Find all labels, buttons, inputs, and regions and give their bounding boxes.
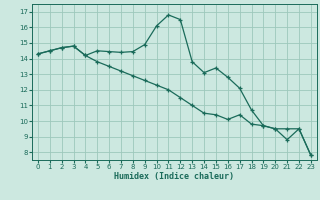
X-axis label: Humidex (Indice chaleur): Humidex (Indice chaleur) [115, 172, 234, 181]
